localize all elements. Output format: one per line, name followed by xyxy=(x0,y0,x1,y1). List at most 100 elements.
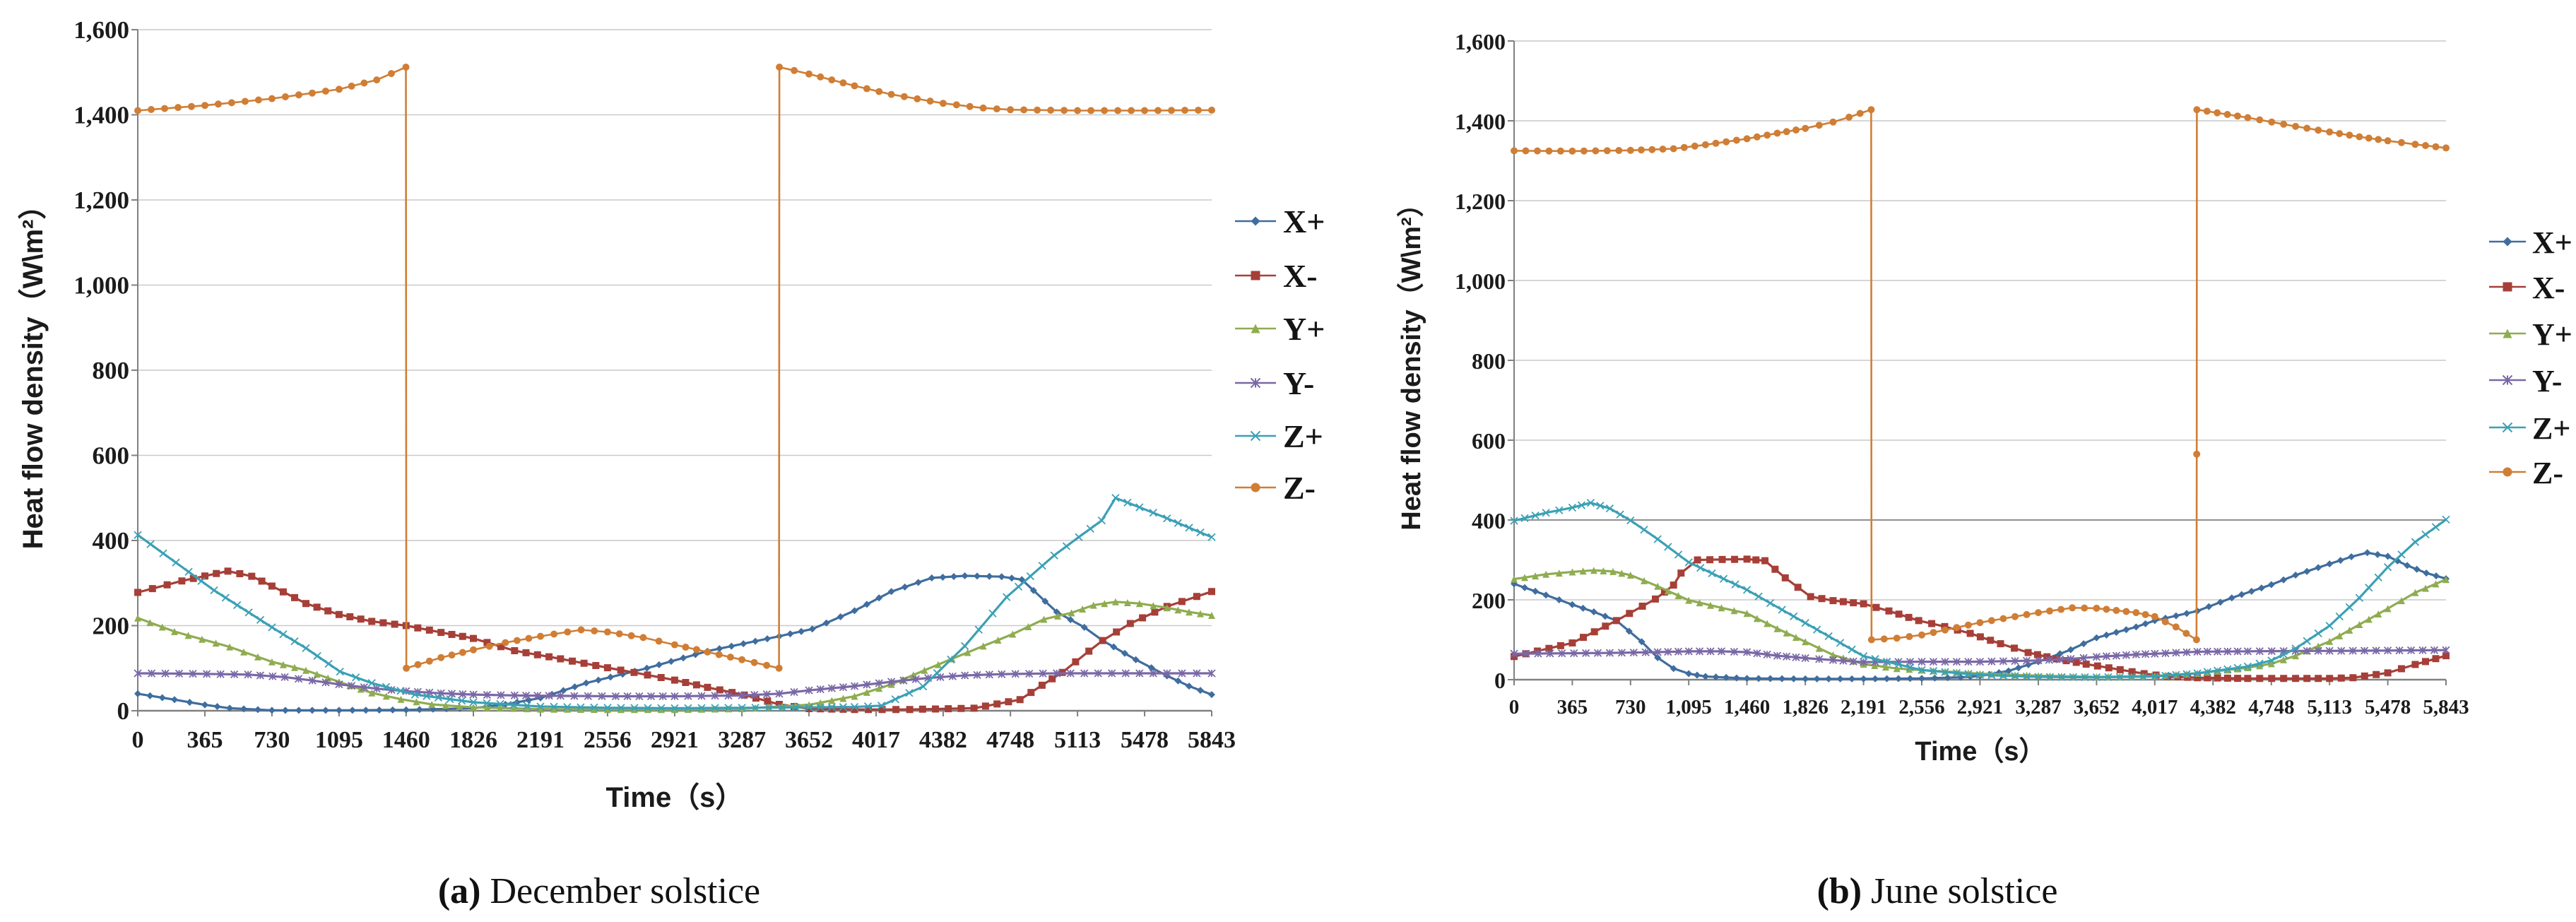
series-Y--line xyxy=(1513,649,2447,663)
svg-text:400: 400 xyxy=(93,527,130,555)
y-axis-title: Heat flow density（W\m²） xyxy=(18,191,49,550)
svg-text:5,113: 5,113 xyxy=(2307,696,2352,719)
series-X- xyxy=(1511,555,2450,682)
svg-text:600: 600 xyxy=(93,442,130,470)
caption-b: (b) June solstice xyxy=(1513,870,2361,921)
series-Z- xyxy=(134,64,1215,672)
legend-item-X-: X- xyxy=(1235,258,1318,294)
legend-X--label: X- xyxy=(2532,271,2565,305)
svg-text:0: 0 xyxy=(1509,696,1520,719)
legend-Z--marker-icon xyxy=(1251,483,1260,492)
series-Y--markers xyxy=(1510,646,2450,666)
svg-text:4,748: 4,748 xyxy=(2248,696,2294,719)
svg-text:2,556: 2,556 xyxy=(1898,696,1944,719)
series-X--line xyxy=(137,569,1212,711)
legend-item-Y+: Y+ xyxy=(1235,311,1325,347)
svg-text:2191: 2191 xyxy=(516,727,565,753)
legend-Y--label: Y- xyxy=(2532,364,2562,398)
series-Z+ xyxy=(134,494,1216,713)
svg-text:4017: 4017 xyxy=(852,727,900,753)
series-Z--line xyxy=(1513,108,2447,642)
svg-text:365: 365 xyxy=(1557,696,1588,719)
svg-text:3287: 3287 xyxy=(718,727,766,753)
tick-labels: 0 200 400 600 800 1,000 1,200 1,400 1,600 0 365 730… xyxy=(73,16,1236,753)
legend-Y--label: Y- xyxy=(1283,365,1314,401)
series-Z--markers xyxy=(134,64,1215,672)
x-axis-title: Time（s） xyxy=(1915,737,2045,767)
svg-text:800: 800 xyxy=(93,357,130,384)
gridlines xyxy=(138,29,1212,627)
series-Z- xyxy=(1511,106,2450,644)
legend-Z+-marker-icon xyxy=(1250,430,1261,442)
svg-text:730: 730 xyxy=(1615,696,1646,719)
svg-text:1,600: 1,600 xyxy=(73,16,129,44)
svg-text:0: 0 xyxy=(117,697,130,725)
legend-Y--marker-icon xyxy=(2502,374,2513,386)
series-Z+-markers xyxy=(134,494,1216,713)
caption-b-text: June solstice xyxy=(1862,871,2058,911)
svg-text:1,095: 1,095 xyxy=(1666,696,1712,719)
caption-a-text: December solstice xyxy=(480,871,761,911)
svg-text:3,287: 3,287 xyxy=(2015,696,2061,719)
legend-item-Y-: Y- xyxy=(2489,364,2562,398)
legend-X+-label: X+ xyxy=(2532,225,2572,260)
svg-text:1,200: 1,200 xyxy=(73,187,129,214)
svg-text:1095: 1095 xyxy=(315,727,363,753)
svg-text:5,478: 5,478 xyxy=(2365,696,2411,719)
svg-text:3652: 3652 xyxy=(785,727,833,753)
series-X+ xyxy=(134,572,1215,714)
legend-Y--marker-icon xyxy=(1250,377,1261,389)
legend-X--marker-icon xyxy=(2503,282,2512,292)
svg-text:1,200: 1,200 xyxy=(1455,189,1506,214)
legend-item-Y+: Y+ xyxy=(2489,317,2572,352)
svg-text:1,400: 1,400 xyxy=(1455,109,1506,134)
series-Y+-line xyxy=(137,601,1212,711)
legend-Z--label: Z- xyxy=(2532,456,2563,490)
legend-Y+-label: Y+ xyxy=(1283,311,1325,347)
legend-item-X+: X+ xyxy=(1235,203,1325,240)
caption-b-label: (b) xyxy=(1816,871,1862,911)
tick-labels: 0 200 400 600 800 1,000 1,200 1,400 1,600 0 365 730… xyxy=(1455,29,2469,719)
svg-text:4382: 4382 xyxy=(919,727,967,753)
svg-text:1460: 1460 xyxy=(382,727,430,753)
series-X- xyxy=(134,567,1215,714)
legend-X+-marker-icon xyxy=(2503,237,2512,247)
legend-item-Z-: Z- xyxy=(1235,470,1316,506)
legend-X--marker-icon xyxy=(1251,271,1260,280)
legend-Z+-marker-icon xyxy=(2502,422,2513,433)
chart-june-solstice: 0 200 400 600 800 1,000 1,200 1,400 1,600 0 365 730… xyxy=(1397,29,2572,767)
axis-titles: Heat flow density（W\m²） Time（s） xyxy=(18,191,743,813)
legend-item-X+: X+ xyxy=(2489,225,2572,260)
caption-a-label: (a) xyxy=(437,871,481,911)
legend: X+ X- Y+ Y- Z+ Z- xyxy=(1235,203,1325,506)
series-Y- xyxy=(1510,646,2450,666)
axes xyxy=(1508,40,2447,685)
svg-text:4748: 4748 xyxy=(986,727,1034,753)
svg-text:400: 400 xyxy=(1472,508,1506,533)
svg-text:1,000: 1,000 xyxy=(1455,268,1506,294)
legend-X--label: X- xyxy=(1283,258,1318,294)
series-Y--markers xyxy=(134,669,1216,701)
svg-text:200: 200 xyxy=(1472,588,1506,613)
svg-text:1826: 1826 xyxy=(449,727,497,753)
series-Z--markers xyxy=(1511,106,2450,644)
series-Z--line xyxy=(137,66,1212,670)
legend-Z+-label: Z+ xyxy=(2532,411,2570,446)
svg-text:5843: 5843 xyxy=(1188,727,1236,753)
svg-text:5113: 5113 xyxy=(1054,727,1101,753)
series-X+ xyxy=(1511,549,2450,682)
svg-text:4,382: 4,382 xyxy=(2190,696,2236,719)
series-Y+ xyxy=(1511,567,2450,680)
legend-Y+-marker-icon xyxy=(2503,329,2512,338)
legend-X+-label: X+ xyxy=(1283,203,1325,240)
svg-text:1,000: 1,000 xyxy=(73,272,129,300)
caption-a: (a) December solstice xyxy=(140,870,1058,921)
legend-item-Z-: Z- xyxy=(2489,456,2563,490)
legend-X+-marker-icon xyxy=(1251,216,1260,226)
svg-text:800: 800 xyxy=(1472,348,1506,374)
chart-december-solstice: 0 200 400 600 800 1,000 1,200 1,400 1,600 0 365 730… xyxy=(18,16,1325,813)
svg-text:0: 0 xyxy=(1494,668,1506,693)
svg-text:2921: 2921 xyxy=(651,727,699,753)
svg-text:365: 365 xyxy=(187,727,223,753)
svg-text:5478: 5478 xyxy=(1121,727,1169,753)
